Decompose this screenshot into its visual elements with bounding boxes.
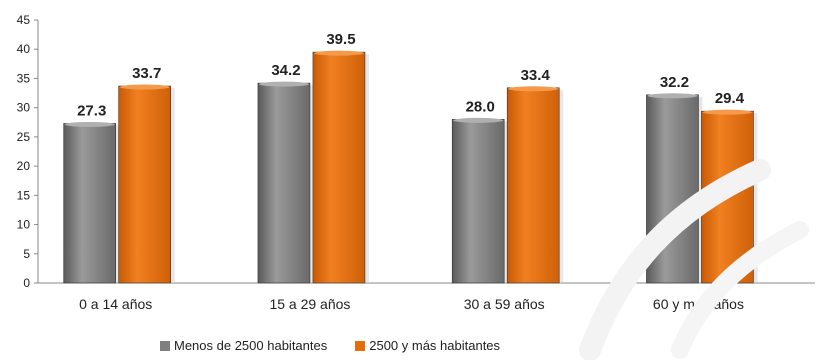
bar-top <box>508 86 559 92</box>
bar-value-label: 32.2 <box>660 74 689 91</box>
legend-swatch-orange <box>355 340 366 351</box>
y-tick-label: 0 <box>23 276 30 290</box>
y-tick-label: 10 <box>17 218 31 232</box>
y-tick-label: 40 <box>17 42 31 56</box>
legend: Menos de 2500 habitantes 2500 y más habi… <box>160 338 500 353</box>
legend-item-series-0: Menos de 2500 habitantes <box>160 338 327 353</box>
bar-top <box>702 109 753 115</box>
legend-swatch-gray <box>160 340 170 351</box>
bar-series-1 <box>506 87 560 284</box>
bar-value-label: 39.5 <box>326 31 355 48</box>
bar-top <box>64 121 115 127</box>
bar-series-1 <box>701 110 754 284</box>
y-tick-label: 20 <box>17 159 31 173</box>
bar-top <box>119 84 170 90</box>
y-tick-label: 30 <box>17 101 31 115</box>
bar-value-label: 34.2 <box>271 62 300 79</box>
bar-series-0 <box>63 123 117 284</box>
bars <box>63 50 758 284</box>
bar-value-label: 33.4 <box>521 67 551 84</box>
y-tick-label: 5 <box>23 247 30 261</box>
x-category-label: 60 y más años <box>653 296 744 312</box>
bar-top <box>313 50 364 56</box>
bar-series-0 <box>646 94 699 284</box>
legend-item-series-1: 2500 y más habitantes <box>355 338 500 353</box>
bar-series-1 <box>312 51 366 284</box>
bar-series-0 <box>451 119 505 284</box>
y-tick-label: 35 <box>17 71 31 85</box>
legend-label-series-0: Menos de 2500 habitantes <box>174 338 328 353</box>
x-category-label: 30 a 59 años <box>464 296 545 312</box>
y-tick-label: 15 <box>17 188 31 202</box>
bar-top <box>647 93 698 99</box>
bar-series-1 <box>118 85 171 284</box>
bar-value-label: 27.3 <box>77 102 106 119</box>
y-tick-label: 25 <box>17 130 31 144</box>
x-category-label: 15 a 29 años <box>269 296 350 312</box>
labels: 27.3 33.7 0 a 14 años 34.2 39.5 15 a 29 años 2… <box>77 31 745 312</box>
x-category-label: 0 a 14 años <box>79 296 152 312</box>
legend-label-series-1: 2500 y más habitantes <box>369 338 501 353</box>
bar-top <box>453 117 504 123</box>
bar-value-label: 29.4 <box>715 90 745 107</box>
bar-value-label: 28.0 <box>466 98 495 115</box>
bar-value-label: 33.7 <box>132 65 161 82</box>
bar-series-0 <box>257 82 311 284</box>
y-tick-label: 45 <box>17 13 31 27</box>
bar-top <box>258 81 309 87</box>
